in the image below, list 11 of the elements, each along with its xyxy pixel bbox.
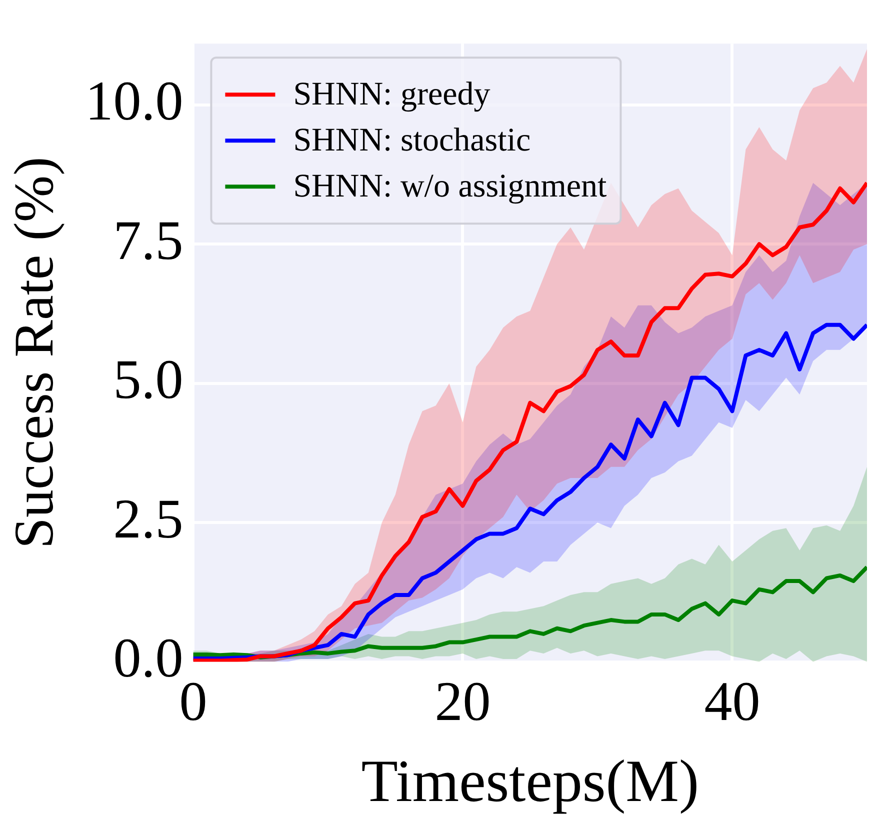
x-tick-label: 40 [704,671,760,734]
y-tick-label: 2.5 [113,488,184,550]
y-tick-label: 10.0 [85,70,184,133]
y-axis-title: Success Rate (%) [3,156,66,549]
legend-label: SHNN: stochastic [293,122,531,158]
legend-label: SHNN: w/o assignment [293,168,607,204]
x-tick-label: 20 [434,671,491,734]
y-tick-label: 7.5 [113,210,184,272]
legend-label: SHNN: greedy [293,76,491,112]
y-tick-label: 5.0 [113,349,184,412]
x-axis-title: Timesteps(M) [361,748,700,814]
